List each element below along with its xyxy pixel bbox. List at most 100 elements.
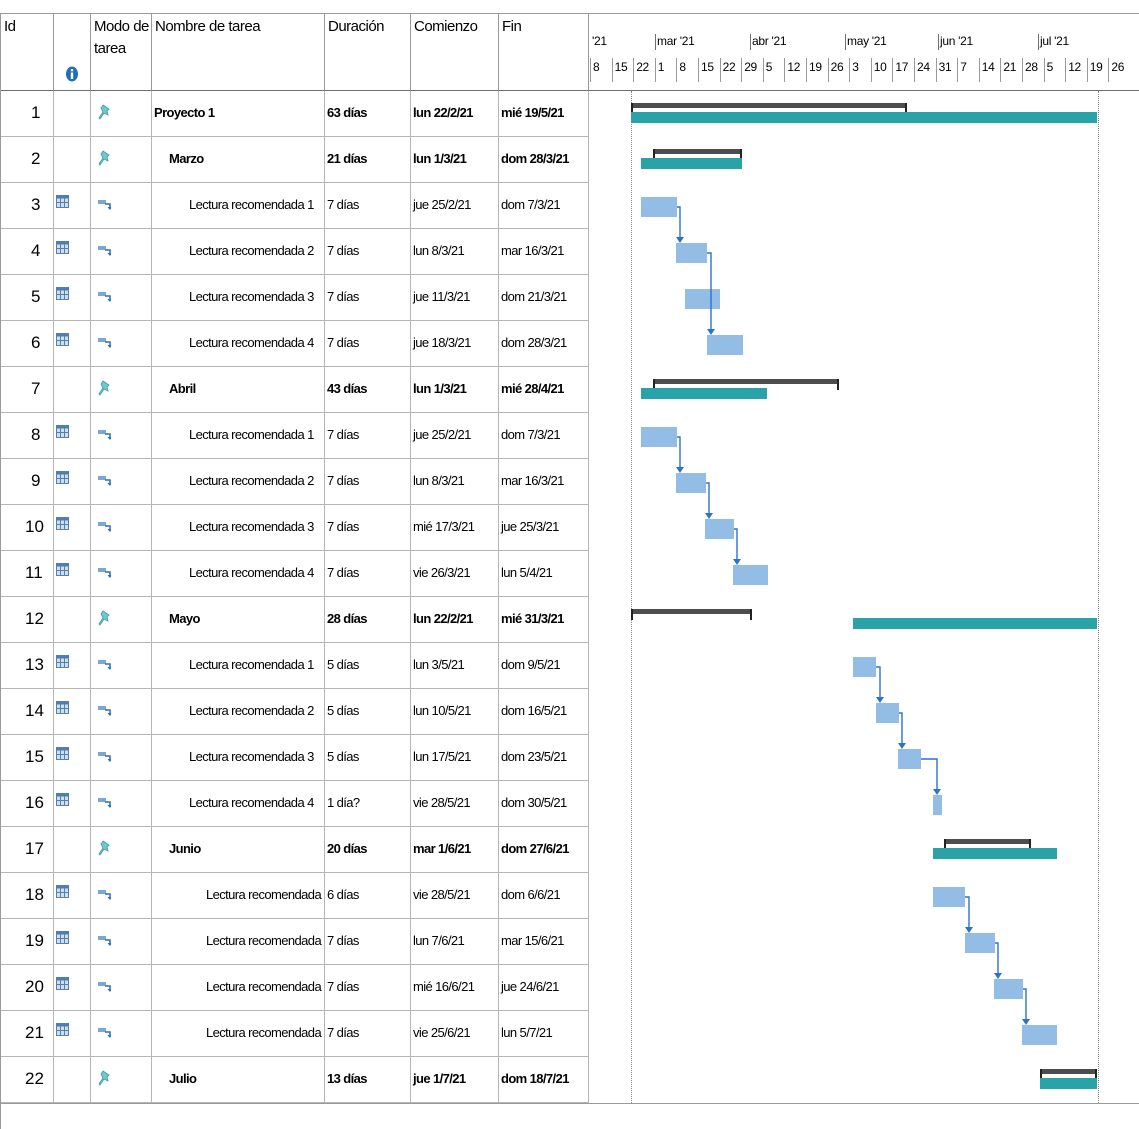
- task-row[interactable]: 17 Junio 20 días mar 1/6/21 dom 27/6/21: [0, 827, 589, 873]
- task-duration-cell[interactable]: 7 días: [325, 919, 411, 965]
- task-start-cell[interactable]: jue 25/2/21: [411, 183, 499, 229]
- task-row[interactable]: 14 Lectura recomendada 2 5 días lun 10/5/21…: [0, 689, 589, 735]
- task-start-cell[interactable]: lun 1/3/21: [411, 137, 499, 183]
- task-row[interactable]: 16 Lectura recomendada 4 1 día? vie 28/5/21…: [0, 781, 589, 827]
- auto-schedule-icon[interactable]: [98, 291, 111, 302]
- task-start-cell[interactable]: lun 10/5/21: [411, 689, 499, 735]
- task-name-cell[interactable]: Lectura recomendada 4: [152, 321, 325, 367]
- calendar-icon[interactable]: [56, 333, 69, 346]
- task-name-cell[interactable]: Lectura recomendada 4: [152, 781, 325, 827]
- task-duration-cell[interactable]: 7 días: [325, 321, 411, 367]
- task-start-cell[interactable]: mar 1/6/21: [411, 827, 499, 873]
- summary-baseline-bar[interactable]: [1040, 1069, 1097, 1074]
- task-finish-cell[interactable]: dom 28/3/21: [499, 321, 589, 367]
- task-start-cell[interactable]: lun 17/5/21: [411, 735, 499, 781]
- summary-baseline-bar[interactable]: [653, 379, 839, 384]
- task-start-cell[interactable]: jue 11/3/21: [411, 275, 499, 321]
- calendar-icon[interactable]: [56, 793, 69, 806]
- task-name-cell[interactable]: Lectura recomendada 3: [152, 965, 325, 1011]
- summary-task-bar[interactable]: [853, 618, 1097, 629]
- task-indicator-cell[interactable]: [54, 873, 91, 919]
- task-indicator-cell[interactable]: [54, 827, 91, 873]
- task-indicator-cell[interactable]: [54, 1057, 91, 1103]
- task-finish-cell[interactable]: dom 7/3/21: [499, 413, 589, 459]
- task-duration-cell[interactable]: 7 días: [325, 229, 411, 275]
- column-header-indicators[interactable]: [54, 13, 91, 91]
- task-name-cell[interactable]: Mayo: [152, 597, 325, 643]
- summary-baseline-bar[interactable]: [631, 609, 752, 614]
- task-start-cell[interactable]: jue 25/2/21: [411, 413, 499, 459]
- task-row[interactable]: 1 Proyecto 1 63 días lun 22/2/21 mié 19/5/21: [0, 91, 589, 137]
- task-bar[interactable]: [898, 749, 921, 769]
- calendar-icon[interactable]: [56, 195, 69, 208]
- task-duration-cell[interactable]: 7 días: [325, 275, 411, 321]
- calendar-icon[interactable]: [56, 747, 69, 760]
- task-mode-cell[interactable]: [91, 275, 152, 321]
- task-mode-cell[interactable]: [91, 505, 152, 551]
- task-start-cell[interactable]: jue 18/3/21: [411, 321, 499, 367]
- task-indicator-cell[interactable]: [54, 367, 91, 413]
- task-id-cell[interactable]: 19: [0, 919, 54, 965]
- task-indicator-cell[interactable]: [54, 781, 91, 827]
- task-start-cell[interactable]: vie 25/6/21: [411, 1011, 499, 1057]
- task-indicator-cell[interactable]: [54, 137, 91, 183]
- task-mode-cell[interactable]: [91, 735, 152, 781]
- task-duration-cell[interactable]: 7 días: [325, 459, 411, 505]
- task-finish-cell[interactable]: mié 28/4/21: [499, 367, 589, 413]
- task-name-cell[interactable]: Lectura recomendada 2: [152, 229, 325, 275]
- task-name-cell[interactable]: Lectura recomendada 4: [152, 1011, 325, 1057]
- task-bar[interactable]: [707, 335, 743, 355]
- task-indicator-cell[interactable]: [54, 459, 91, 505]
- auto-schedule-icon[interactable]: [98, 245, 111, 256]
- task-id-cell[interactable]: 22: [0, 1057, 54, 1103]
- task-start-cell[interactable]: lun 22/2/21: [411, 597, 499, 643]
- task-indicator-cell[interactable]: [54, 597, 91, 643]
- task-duration-cell[interactable]: 7 días: [325, 505, 411, 551]
- task-mode-cell[interactable]: [91, 229, 152, 275]
- task-start-cell[interactable]: lun 8/3/21: [411, 459, 499, 505]
- task-mode-cell[interactable]: [91, 413, 152, 459]
- task-id-cell[interactable]: 13: [0, 643, 54, 689]
- task-row[interactable]: 7 Abril 43 días lun 1/3/21 mié 28/4/21: [0, 367, 589, 413]
- task-indicator-cell[interactable]: [54, 643, 91, 689]
- task-mode-cell[interactable]: [91, 781, 152, 827]
- task-name-cell[interactable]: Proyecto 1: [152, 91, 325, 137]
- task-finish-cell[interactable]: jue 25/3/21: [499, 505, 589, 551]
- task-id-cell[interactable]: 7: [0, 367, 54, 413]
- auto-schedule-icon[interactable]: [98, 981, 111, 992]
- task-duration-cell[interactable]: 21 días: [325, 137, 411, 183]
- task-start-cell[interactable]: lun 8/3/21: [411, 229, 499, 275]
- task-bar[interactable]: [933, 795, 942, 815]
- calendar-icon[interactable]: [56, 1023, 69, 1036]
- task-id-cell[interactable]: 5: [0, 275, 54, 321]
- task-row[interactable]: 9 Lectura recomendada 2 7 días lun 8/3/21 ma…: [0, 459, 589, 505]
- task-row[interactable]: 3 Lectura recomendada 1 7 días jue 25/2/21 d…: [0, 183, 589, 229]
- task-finish-cell[interactable]: dom 30/5/21: [499, 781, 589, 827]
- task-name-cell[interactable]: Marzo: [152, 137, 325, 183]
- auto-schedule-icon[interactable]: [98, 751, 111, 762]
- task-duration-cell[interactable]: 5 días: [325, 643, 411, 689]
- task-finish-cell[interactable]: dom 23/5/21: [499, 735, 589, 781]
- column-header-duration[interactable]: Duración: [325, 13, 411, 91]
- task-mode-cell[interactable]: [91, 137, 152, 183]
- task-id-cell[interactable]: 1: [0, 91, 54, 137]
- task-start-cell[interactable]: vie 28/5/21: [411, 873, 499, 919]
- task-start-cell[interactable]: mié 16/6/21: [411, 965, 499, 1011]
- task-start-cell[interactable]: mié 17/3/21: [411, 505, 499, 551]
- task-bar[interactable]: [641, 427, 677, 447]
- auto-schedule-icon[interactable]: [98, 659, 111, 670]
- auto-schedule-icon[interactable]: [98, 935, 111, 946]
- calendar-icon[interactable]: [56, 471, 69, 484]
- auto-schedule-icon[interactable]: [98, 199, 111, 210]
- task-name-cell[interactable]: Lectura recomendada 1: [152, 643, 325, 689]
- pushpin-icon[interactable]: [98, 840, 112, 856]
- auto-schedule-icon[interactable]: [98, 521, 111, 532]
- task-finish-cell[interactable]: mar 15/6/21: [499, 919, 589, 965]
- task-finish-cell[interactable]: dom 16/5/21: [499, 689, 589, 735]
- auto-schedule-icon[interactable]: [98, 797, 111, 808]
- summary-task-bar[interactable]: [641, 158, 742, 169]
- calendar-icon[interactable]: [56, 701, 69, 714]
- task-id-cell[interactable]: 15: [0, 735, 54, 781]
- task-bar[interactable]: [853, 657, 876, 677]
- calendar-icon[interactable]: [56, 931, 69, 944]
